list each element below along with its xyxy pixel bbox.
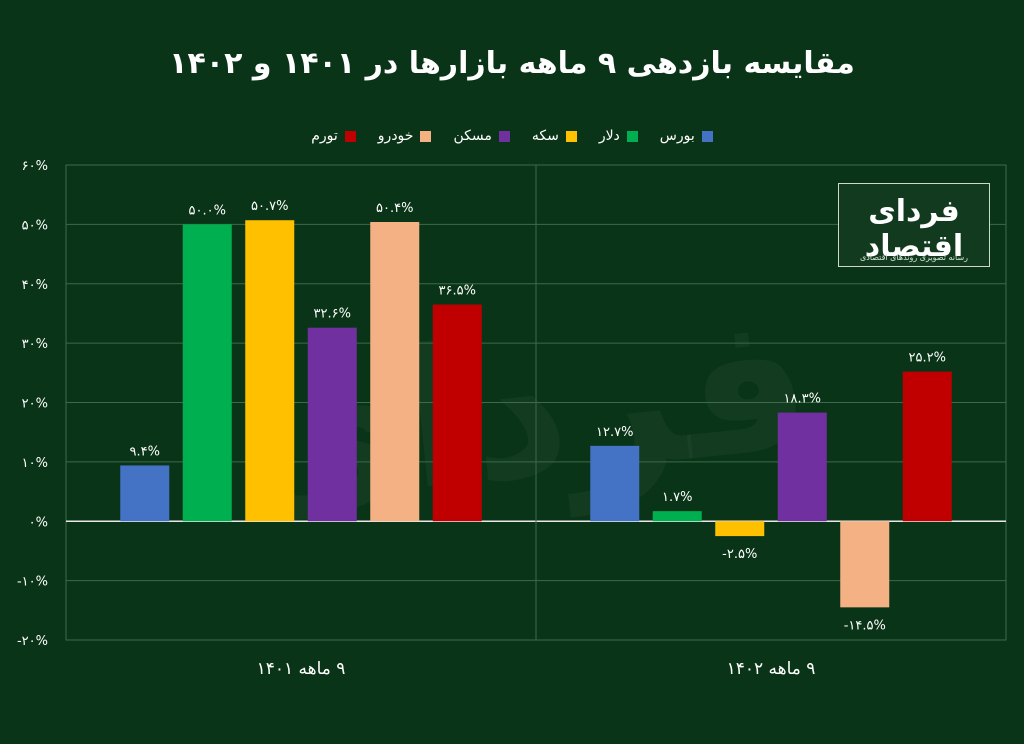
y-tick-label: ۵۰%: [22, 218, 48, 233]
data-label: -۱۴.۵%: [844, 618, 886, 633]
bar: [715, 521, 765, 537]
legend-item: تورم: [311, 128, 356, 144]
bar: [182, 224, 232, 522]
legend-swatch: [344, 130, 356, 142]
data-label: -۲.۵%: [722, 547, 757, 562]
data-label: ۱۲.۷%: [596, 425, 633, 440]
y-tick-label: -۲۰%: [17, 634, 48, 649]
data-label: ۳۲.۶%: [314, 307, 351, 322]
legend-label: بورس: [659, 128, 695, 144]
legend-swatch: [420, 130, 432, 142]
legend-swatch: [701, 130, 713, 142]
x-category-label: ۹ ماهه ۱۴۰۲: [727, 659, 816, 679]
data-label: ۱۸.۳%: [784, 392, 821, 407]
y-tick-label: ۴۰%: [22, 278, 48, 293]
legend-item: مسکن: [453, 128, 510, 144]
legend-item: سکه: [532, 128, 577, 144]
data-label: ۱.۷%: [662, 490, 692, 505]
bar: [307, 327, 357, 522]
logo-sub-text: رسانه تصویری روندهای اقتصادی: [859, 253, 969, 262]
bar: [590, 445, 640, 522]
bar: [902, 371, 952, 522]
bar: [777, 412, 827, 522]
legend-item: دلار: [599, 128, 638, 144]
data-label: ۵۰.۷%: [251, 199, 288, 214]
y-tick-label: ۰%: [29, 515, 48, 530]
y-tick-label: -۱۰%: [17, 575, 48, 590]
data-label: ۹.۴%: [130, 444, 160, 459]
bar: [652, 511, 702, 522]
bar: [120, 465, 170, 522]
legend-label: خودرو: [377, 128, 414, 144]
chart-title: مقایسه بازدهی ۹ ماهه بازارها در ۱۴۰۱ و ۱…: [169, 46, 855, 81]
bar: [432, 304, 482, 522]
brand-logo: فردای اقتصاد رسانه تصویری روندهای اقتصاد…: [838, 183, 990, 267]
y-tick-label: ۲۰%: [22, 397, 48, 412]
chart-legend: بورس دلار سکه مسکن خودرو تورم: [0, 128, 1024, 144]
legend-label: دلار: [598, 128, 620, 144]
data-label: ۳۶.۵%: [439, 284, 476, 299]
y-tick-label: ۶۰%: [22, 159, 48, 174]
legend-item: خودرو: [378, 128, 432, 144]
legend-label: مسکن: [453, 128, 492, 144]
legend-swatch: [626, 130, 638, 142]
bar: [245, 220, 295, 522]
legend-swatch: [498, 130, 510, 142]
legend-item: بورس: [660, 128, 713, 144]
legend-label: سکه: [531, 128, 559, 144]
logo-main-text: فردای اقتصاد: [864, 194, 964, 264]
y-tick-label: ۳۰%: [22, 337, 48, 352]
bar: [840, 521, 890, 608]
legend-swatch: [565, 130, 577, 142]
x-category-label: ۹ ماهه ۱۴۰۱: [257, 659, 346, 679]
data-label: ۵۰.۴%: [376, 201, 413, 216]
legend-label: تورم: [311, 128, 338, 144]
bar: [370, 222, 420, 522]
data-label: ۵۰.۰%: [189, 203, 226, 218]
data-label: ۲۵.۲%: [909, 351, 946, 366]
y-tick-label: ۱۰%: [22, 456, 48, 471]
